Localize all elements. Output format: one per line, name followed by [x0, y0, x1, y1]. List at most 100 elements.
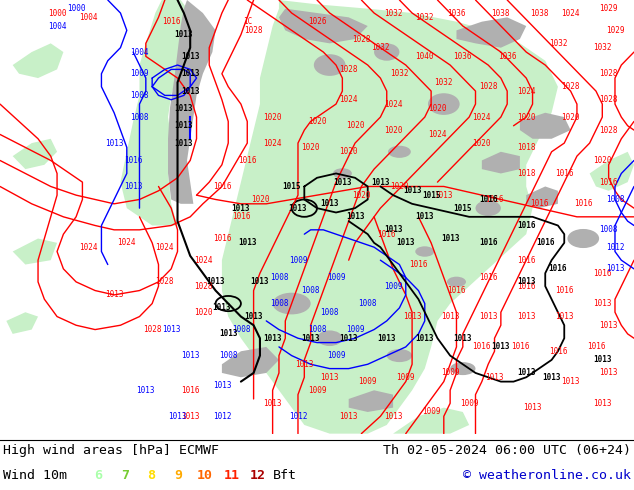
Ellipse shape: [476, 200, 501, 216]
Text: 1024: 1024: [472, 113, 491, 122]
Polygon shape: [168, 0, 216, 204]
Ellipse shape: [567, 229, 599, 248]
Text: 1013: 1013: [523, 403, 542, 412]
Text: 7: 7: [121, 469, 129, 483]
Text: 1013: 1013: [295, 360, 314, 369]
Text: 1018: 1018: [517, 169, 536, 178]
Text: 1015: 1015: [453, 204, 472, 213]
Text: 1029: 1029: [599, 4, 618, 13]
Text: 1013: 1013: [181, 52, 200, 61]
Text: 1C: 1C: [243, 17, 252, 26]
Ellipse shape: [317, 330, 342, 346]
Text: 1024: 1024: [517, 87, 536, 96]
Text: 1009: 1009: [327, 351, 346, 360]
Text: 1032: 1032: [434, 78, 453, 87]
Polygon shape: [482, 152, 520, 173]
Text: 1016: 1016: [162, 17, 181, 26]
Polygon shape: [13, 239, 57, 265]
Text: 1038: 1038: [491, 8, 510, 18]
Text: © weatheronline.co.uk: © weatheronline.co.uk: [463, 469, 631, 483]
Text: 1024: 1024: [117, 238, 136, 247]
Ellipse shape: [428, 93, 460, 115]
Text: 1013: 1013: [346, 212, 365, 221]
Text: 1013: 1013: [599, 321, 618, 330]
Text: 1040: 1040: [415, 52, 434, 61]
Text: 1013: 1013: [238, 238, 257, 247]
Text: 1013: 1013: [517, 368, 536, 377]
Text: 1008: 1008: [307, 325, 327, 334]
Text: 1016: 1016: [181, 386, 200, 395]
Text: 1028: 1028: [193, 282, 212, 291]
Text: 1013: 1013: [561, 377, 580, 386]
Text: 1008: 1008: [358, 299, 377, 308]
Text: 1013: 1013: [441, 234, 460, 243]
Ellipse shape: [333, 168, 352, 179]
Polygon shape: [120, 0, 197, 225]
Text: 1013: 1013: [441, 312, 460, 321]
Text: 1013: 1013: [415, 212, 434, 221]
Text: 1013: 1013: [605, 265, 624, 273]
Text: 1020: 1020: [250, 195, 269, 204]
Text: 1028: 1028: [155, 277, 174, 286]
Text: 1013: 1013: [219, 329, 238, 339]
Text: 1032: 1032: [371, 43, 390, 52]
Text: 1016: 1016: [517, 221, 536, 230]
Text: 1020: 1020: [561, 113, 580, 122]
Text: 1024: 1024: [428, 130, 447, 139]
Text: 1013: 1013: [555, 312, 574, 321]
Text: 1036: 1036: [447, 8, 466, 18]
Text: 1024: 1024: [155, 243, 174, 252]
Text: 1016: 1016: [238, 156, 257, 165]
Text: 1013: 1013: [415, 334, 434, 343]
Text: 1020: 1020: [339, 147, 358, 156]
Text: High wind areas [hPa] ECMWF: High wind areas [hPa] ECMWF: [3, 444, 219, 457]
Text: 1020: 1020: [352, 191, 371, 199]
Text: 1015: 1015: [422, 191, 441, 199]
Text: 1004: 1004: [130, 48, 149, 56]
Text: 1013: 1013: [301, 334, 320, 343]
Text: 1016: 1016: [548, 265, 567, 273]
Text: 1016: 1016: [517, 256, 536, 265]
Text: 1008: 1008: [320, 308, 339, 317]
Text: 1016: 1016: [447, 286, 466, 295]
Text: 8: 8: [148, 469, 155, 483]
Text: 1016: 1016: [593, 269, 612, 278]
Text: 1016: 1016: [479, 195, 498, 204]
Polygon shape: [349, 390, 393, 412]
Ellipse shape: [273, 293, 311, 315]
Text: 1016: 1016: [479, 273, 498, 282]
Text: 1008: 1008: [301, 286, 320, 295]
Text: 1036: 1036: [453, 52, 472, 61]
Text: 1016: 1016: [555, 286, 574, 295]
Text: 1016: 1016: [599, 178, 618, 187]
Text: 1013: 1013: [212, 381, 231, 391]
Text: 1009: 1009: [288, 256, 307, 265]
Text: 1013: 1013: [136, 386, 155, 395]
Text: 1013: 1013: [181, 87, 200, 96]
Text: 1009: 1009: [307, 386, 327, 395]
Polygon shape: [393, 408, 469, 434]
Text: 1013: 1013: [593, 355, 612, 365]
Text: 1008: 1008: [130, 113, 149, 122]
Text: 1016: 1016: [212, 182, 231, 191]
Ellipse shape: [450, 362, 476, 375]
Text: 1013: 1013: [162, 325, 181, 334]
Text: 1020: 1020: [193, 308, 212, 317]
Text: 1020: 1020: [307, 117, 327, 126]
Text: 1013: 1013: [593, 299, 612, 308]
Text: 1013: 1013: [250, 277, 269, 286]
Ellipse shape: [387, 349, 412, 362]
Polygon shape: [13, 139, 57, 169]
Text: 1012: 1012: [288, 412, 307, 421]
Text: 1013: 1013: [517, 312, 536, 321]
Text: 1020: 1020: [390, 182, 409, 191]
Text: 1028: 1028: [244, 26, 263, 35]
Text: 1015: 1015: [282, 182, 301, 191]
Text: 1009: 1009: [460, 399, 479, 408]
Text: 1028: 1028: [599, 125, 618, 135]
Text: 9: 9: [174, 469, 182, 483]
Text: 1016: 1016: [586, 343, 605, 351]
Text: 1009: 1009: [346, 325, 365, 334]
Text: 1016: 1016: [574, 199, 593, 208]
Text: 1004: 1004: [48, 22, 67, 30]
